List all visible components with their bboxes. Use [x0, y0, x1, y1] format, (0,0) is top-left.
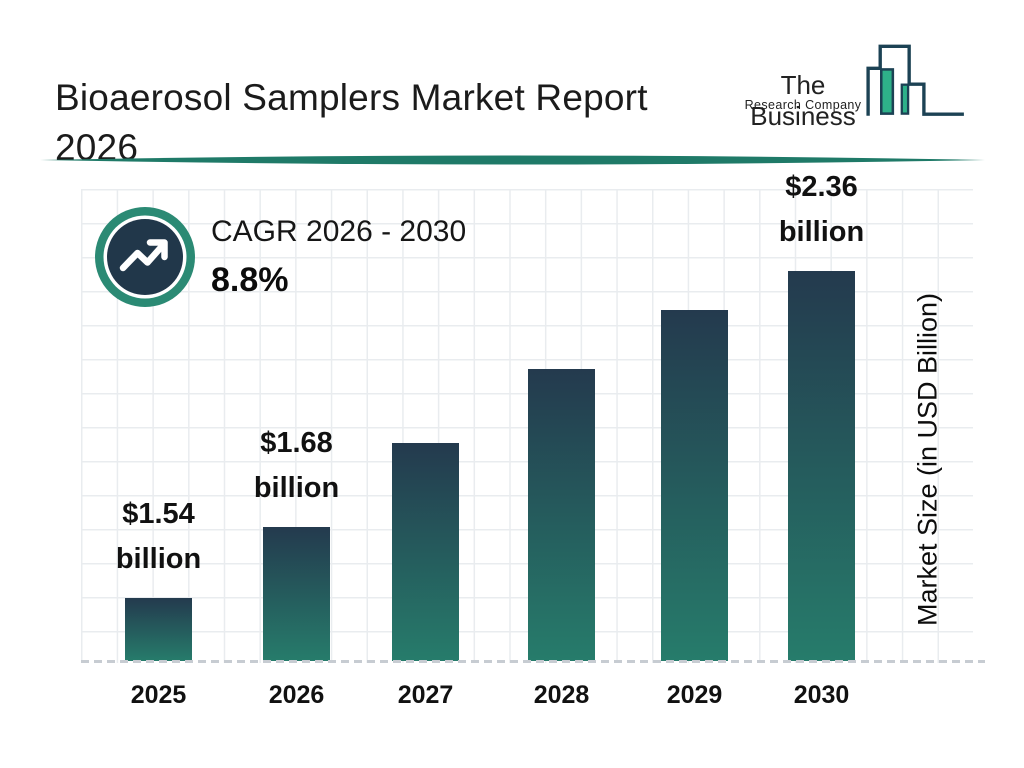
- company-logo: The Business Research Company: [720, 40, 990, 131]
- trending-up-icon: [119, 239, 168, 272]
- bar-value-label-2030: $2.36 billion: [727, 165, 917, 255]
- divider-ribbon: [40, 155, 985, 165]
- x-tick-label-2028: 2028: [533, 681, 590, 709]
- y-axis-label: Market Size (in USD Billion): [912, 292, 943, 627]
- cagr-label: CAGR 2026 - 2030: [211, 215, 467, 248]
- x-tick-label-2029: 2029: [666, 681, 723, 709]
- bar-value-label-line: $1.54: [122, 498, 195, 530]
- x-tick-label-2026: 2026: [268, 681, 325, 709]
- bar-2029: [661, 310, 728, 661]
- bar-value-label-line: $1.68: [260, 427, 333, 459]
- bar-value-label-line: billion: [253, 472, 340, 504]
- bar-2030: [788, 271, 855, 661]
- cagr-value: 8.8%: [211, 261, 289, 299]
- bar-value-label-2026: $1.68 billion: [202, 421, 392, 511]
- bar-value-label-line: billion: [115, 543, 202, 575]
- bar-value-label-2025: $1.54 billion: [64, 492, 254, 582]
- logo-subname: Research Company: [744, 98, 862, 112]
- logo-name: The Business: [750, 70, 856, 131]
- page-title: Bioaerosol Samplers Market Report 2026: [55, 73, 735, 173]
- bar-2026: [263, 527, 330, 661]
- bar-2027: [392, 443, 459, 661]
- bar-2028: [528, 369, 595, 661]
- bar-value-label-line: billion: [778, 216, 865, 248]
- x-tick-label-2027: 2027: [397, 681, 454, 709]
- x-tick-label-2030: 2030: [793, 681, 850, 709]
- bar-value-label-line: $2.36: [785, 171, 858, 203]
- x-tick-label-2025: 2025: [130, 681, 187, 709]
- bar-chart-skyline-icon: [866, 44, 964, 116]
- page-title-line1: Bioaerosol Samplers Market Report: [55, 76, 648, 118]
- cagr-badge: [95, 207, 195, 307]
- bar-2025: [125, 598, 192, 661]
- chart-baseline: [81, 660, 985, 663]
